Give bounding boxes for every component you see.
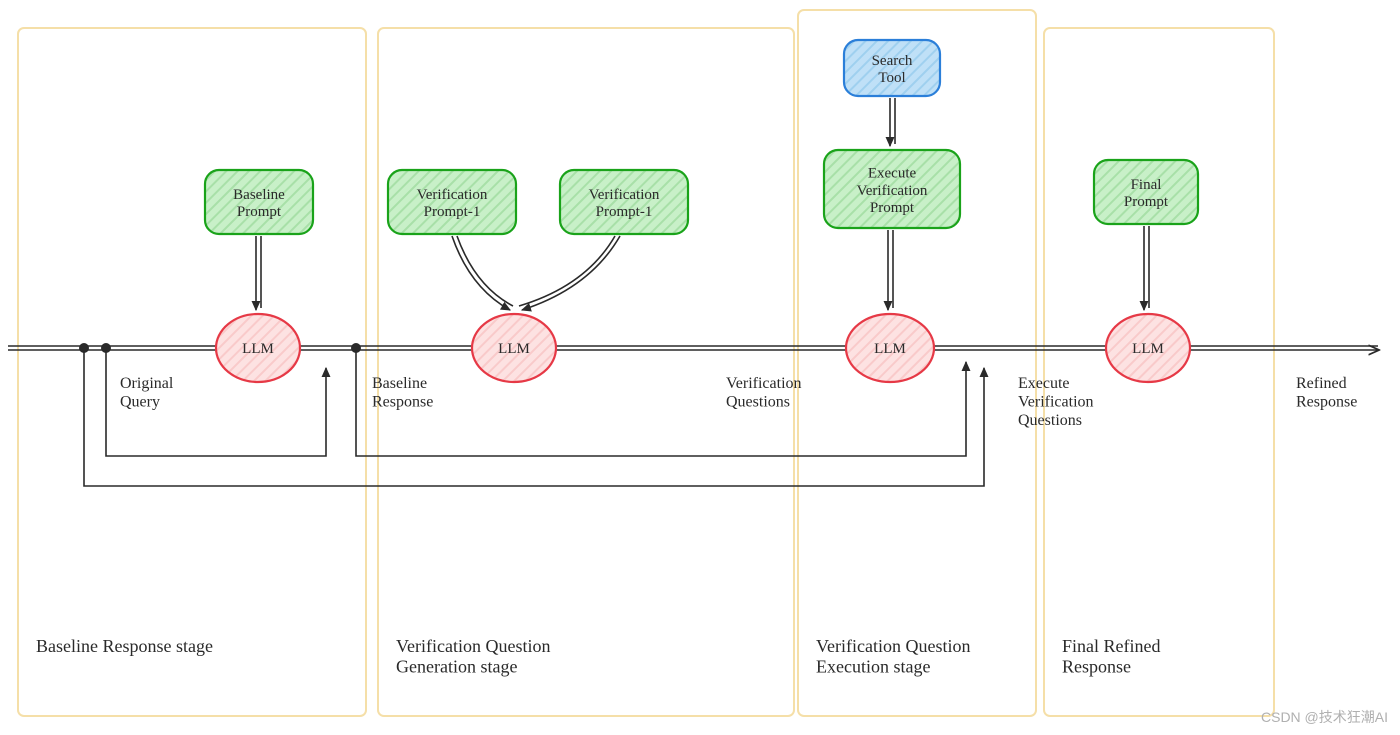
svg-text:ExecuteVerificationQuestions: ExecuteVerificationQuestions (1018, 375, 1094, 429)
svg-text:LLM: LLM (498, 341, 530, 357)
svg-text:Final RefinedResponse: Final RefinedResponse (1062, 636, 1160, 677)
llm1: LLM (216, 314, 300, 382)
llm2: LLM (472, 314, 556, 382)
svg-text:LLM: LLM (874, 341, 906, 357)
svg-text:OriginalQuery: OriginalQuery (120, 375, 174, 410)
svg-text:Verification QuestionExecution: Verification QuestionExecution stage (816, 636, 970, 677)
llm4: LLM (1106, 314, 1190, 382)
stage-labels: Baseline Response stage Verification Ques… (36, 636, 1160, 677)
stage-boxes (18, 10, 1274, 716)
llm3: LLM (846, 314, 934, 382)
svg-text:RefinedResponse: RefinedResponse (1296, 375, 1357, 410)
svg-text:BaselineResponse: BaselineResponse (372, 375, 433, 410)
watermark: CSDN @技术狂潮AI (1261, 707, 1388, 727)
exec_verif_prompt: ExecuteVerificationPrompt (824, 150, 960, 228)
svg-text:VerificationPrompt-1: VerificationPrompt-1 (589, 187, 660, 220)
verif_prompt_2: VerificationPrompt-1 (560, 170, 688, 234)
svg-text:VerificationQuestions: VerificationQuestions (726, 375, 802, 410)
baseline_prompt: BaselinePrompt (205, 170, 313, 234)
svg-text:LLM: LLM (242, 341, 274, 357)
svg-text:Baseline Response stage: Baseline Response stage (36, 636, 213, 656)
svg-text:BaselinePrompt: BaselinePrompt (233, 187, 285, 220)
svg-text:LLM: LLM (1132, 341, 1164, 357)
verif_prompt_1: VerificationPrompt-1 (388, 170, 516, 234)
search_tool: SearchTool (844, 40, 940, 96)
svg-text:VerificationPrompt-1: VerificationPrompt-1 (417, 187, 488, 220)
final_prompt: FinalPrompt (1094, 160, 1198, 224)
svg-text:Verification QuestionGeneratio: Verification QuestionGeneration stage (396, 636, 550, 677)
flow-labels: OriginalQuery BaselineResponse Verificatio… (120, 375, 1357, 429)
